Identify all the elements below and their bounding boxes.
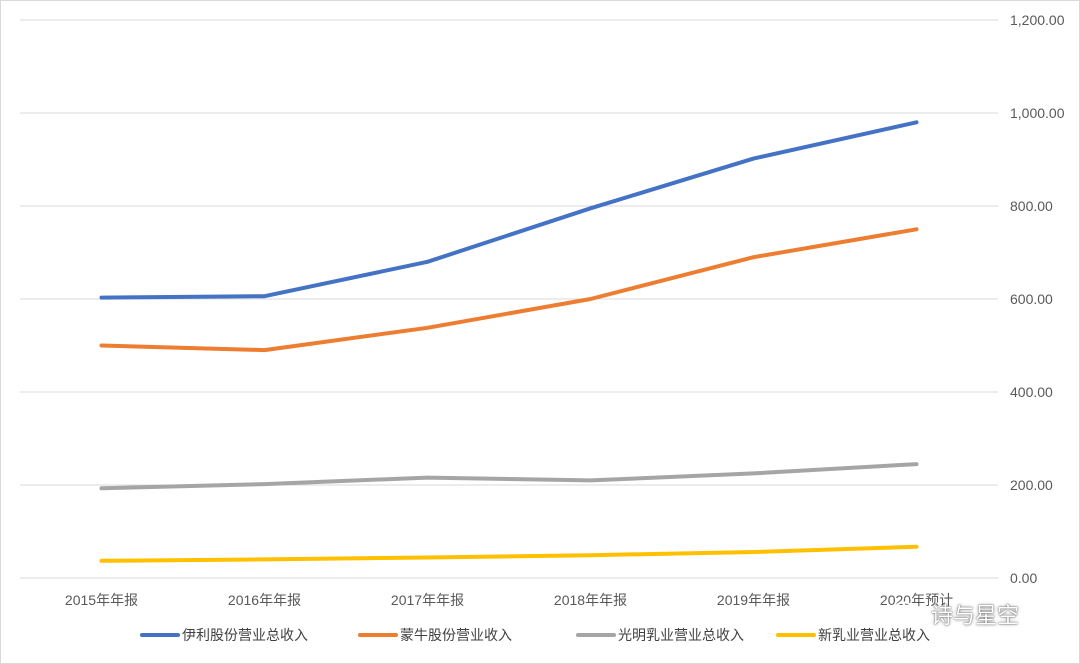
series-line: [99, 462, 919, 491]
x-tick-label: 2018年年报: [554, 592, 627, 608]
legend: 伊利股份营业总收入 蒙牛股份营业收入 光明乳业营业总收入 新乳业营业总收入: [140, 628, 930, 644]
legend-label: 蒙牛股份营业收入: [400, 628, 512, 644]
series-line: [99, 227, 919, 353]
y-tick-label: 600.00: [1010, 291, 1053, 307]
legend-label: 伊利股份营业总收入: [182, 628, 308, 644]
legend-label: 光明乳业营业总收入: [618, 628, 744, 644]
x-tick-label: 2015年年报: [65, 592, 138, 608]
x-axis-ticks: 2015年年报 2016年年报 2017年年报 2018年年报 2019年年报 2020年…: [65, 592, 953, 608]
y-tick-label: 0.00: [1010, 570, 1037, 586]
series-line: [99, 120, 919, 300]
wechat-icon: [893, 601, 923, 625]
x-tick-label: 2016年年报: [228, 592, 301, 608]
watermark-text: 诗与星空: [931, 604, 1020, 629]
y-tick-label: 200.00: [1010, 477, 1053, 493]
y-axis-ticks: 0.00 200.00 400.00 600.00 800.00 1,000.00 1,20…: [1010, 12, 1065, 586]
y-tick-label: 1,200.00: [1010, 12, 1065, 28]
y-tick-label: 400.00: [1010, 384, 1053, 400]
watermark: 诗与星空: [893, 596, 1019, 632]
series-line: [99, 544, 919, 563]
y-tick-label: 800.00: [1010, 198, 1053, 214]
y-tick-label: 1,000.00: [1010, 105, 1065, 121]
x-tick-label: 2017年年报: [391, 592, 464, 608]
series-lines: [99, 120, 919, 563]
legend-label: 新乳业营业总收入: [818, 628, 930, 644]
x-tick-label: 2019年年报: [717, 592, 790, 608]
